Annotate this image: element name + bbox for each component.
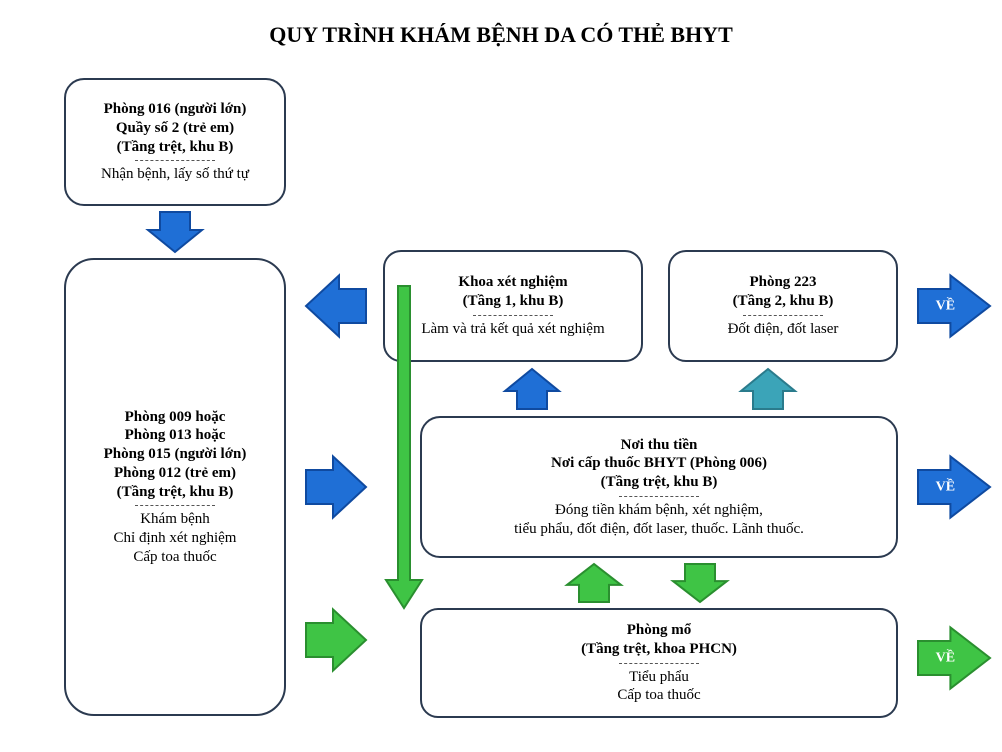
box-line: Nơi cấp thuốc BHYT (Phòng 006)	[430, 454, 888, 473]
divider	[743, 315, 823, 316]
box-line: (Tầng trệt, khu B)	[430, 473, 888, 492]
divider	[619, 663, 699, 664]
box-line: (Tầng trệt, khu B)	[74, 138, 276, 157]
flow-box-b: Phòng 009 hoặcPhòng 013 hoặcPhòng 015 (n…	[64, 258, 286, 716]
box-line: Phòng 015 (người lớn)	[74, 445, 276, 464]
box-line: (Tầng trệt, khoa PHCN)	[430, 640, 888, 659]
arrow-f_to_e	[539, 528, 649, 638]
box-line: (Tầng 1, khu B)	[393, 292, 633, 311]
box-line: Phòng 012 (trẻ em)	[74, 464, 276, 483]
box-line: Quầy số 2 (trẻ em)	[74, 119, 276, 138]
box-line: Khoa xét nghiệm	[393, 273, 633, 292]
divider	[619, 496, 699, 497]
arrow-label: VỀ	[936, 478, 955, 495]
arrow-ve_d: VỀ	[912, 266, 996, 346]
box-line: Phòng 009 hoặc	[74, 408, 276, 427]
arrow-e_to_c	[476, 333, 588, 445]
divider	[135, 505, 215, 506]
arrow-ve_f: VỀ	[912, 618, 996, 698]
box-line: Chỉ định xét nghiệm	[74, 529, 276, 548]
box-line: Cấp toa thuốc	[430, 686, 888, 705]
divider	[135, 160, 215, 161]
box-line: (Tầng 2, khu B)	[678, 292, 888, 311]
flowchart-stage: QUY TRÌNH KHÁM BỆNH DA CÓ THẺ BHYT Phòng…	[0, 0, 1002, 752]
box-line: Tiểu phẩu	[430, 668, 888, 687]
box-line: Phòng 016 (người lớn)	[74, 100, 276, 119]
arrow-a_to_b	[119, 176, 231, 288]
arrow-e_to_f	[645, 528, 755, 638]
box-line: Đóng tiền khám bệnh, xét nghiệm,	[430, 501, 888, 520]
box-line: Phòng 013 hoặc	[74, 426, 276, 445]
divider	[473, 315, 553, 316]
box-line: Cấp toa thuốc	[74, 548, 276, 567]
box-line: Phòng 223	[678, 273, 888, 292]
arrow-label: VỀ	[936, 297, 955, 314]
page-title: QUY TRÌNH KHÁM BỆNH DA CÓ THẺ BHYT	[0, 22, 1002, 48]
arrow-ve_e: VỀ	[912, 447, 996, 527]
arrow-c_to_f_long	[382, 284, 426, 610]
box-line: Khám bệnh	[74, 510, 276, 529]
arrow-e_to_d	[712, 333, 824, 445]
arrow-label: VỀ	[936, 649, 955, 666]
box-line: (Tầng trệt, khu B)	[74, 483, 276, 502]
